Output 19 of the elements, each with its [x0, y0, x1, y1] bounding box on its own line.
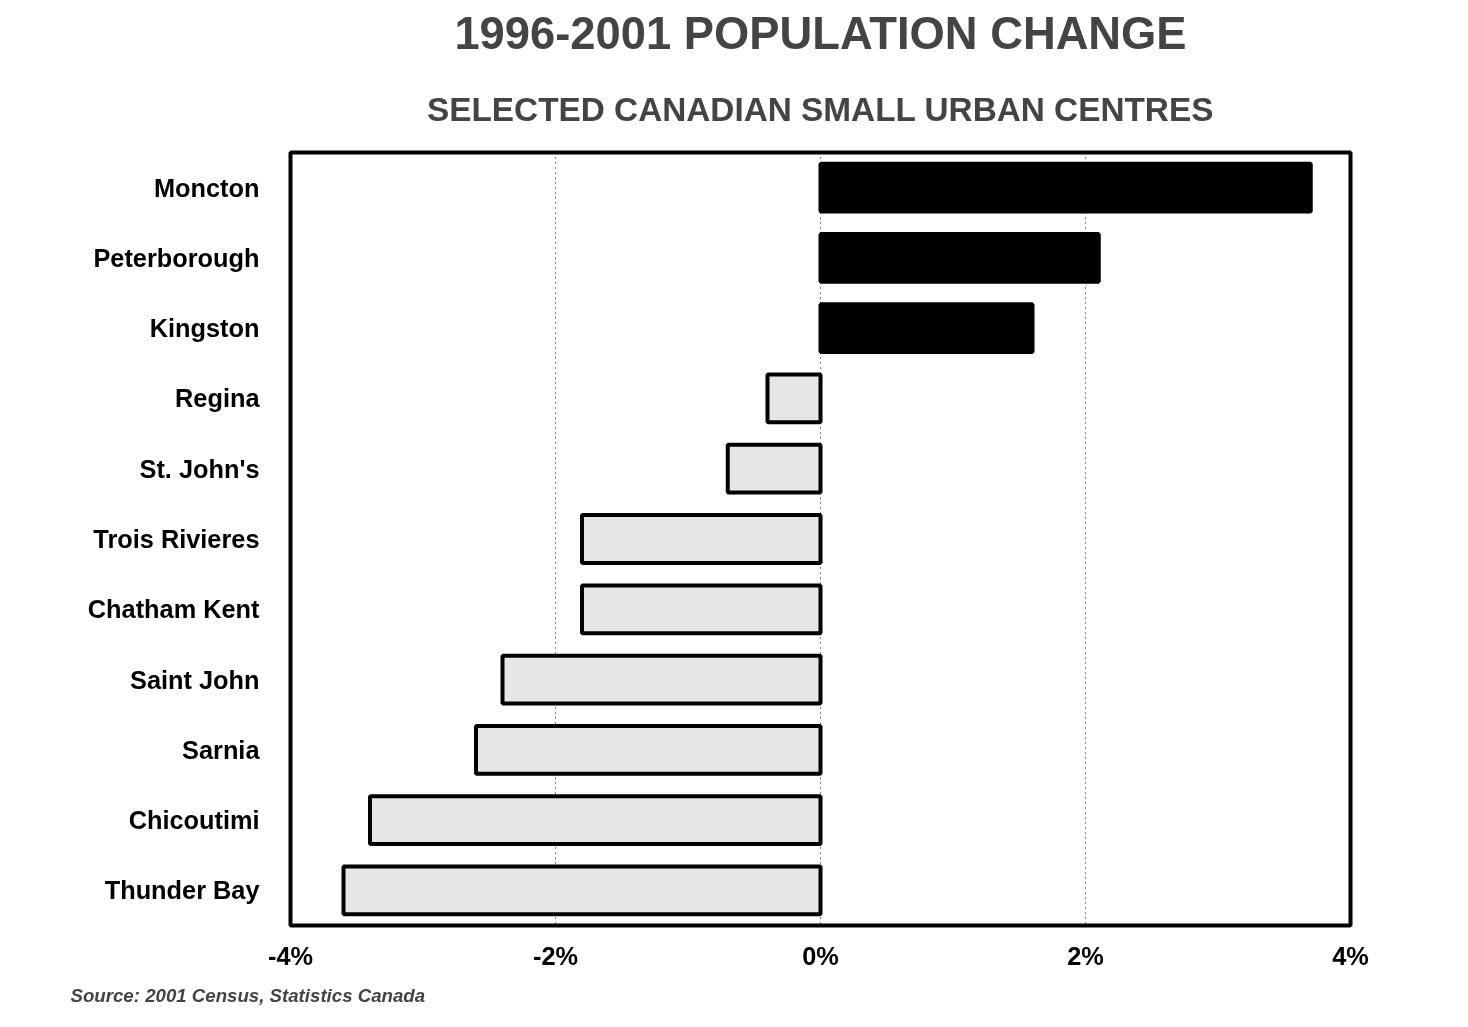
y-tick-label: St. John's — [139, 454, 260, 483]
y-tick-label: Regina — [175, 384, 261, 413]
y-tick-label: Peterborough — [93, 243, 260, 272]
source-note: Source: 2001 Census, Statistics Canada — [70, 984, 426, 1006]
y-tick-label: Saint John — [130, 665, 260, 694]
y-tick-label: Sarnia — [182, 735, 261, 764]
y-tick-label: Moncton — [153, 173, 260, 202]
x-tick-label: 0% — [802, 941, 839, 970]
y-tick-label: Kingston — [149, 314, 260, 343]
y-tick-label: Chatham Kent — [87, 595, 261, 624]
x-tick-label: -2% — [532, 941, 579, 970]
y-tick-label: Thunder Bay — [104, 876, 260, 905]
y-tick-label: Trois Rivieres — [93, 525, 260, 553]
chart-title: 1996-2001 POPULATION CHANGE — [454, 7, 1187, 59]
x-tick-label: -4% — [267, 941, 314, 970]
x-tick-label: 4% — [1332, 941, 1369, 970]
y-tick-label: Chicoutimi — [128, 806, 260, 835]
chart-subtitle: SELECTED CANADIAN SMALL URBAN CENTRES — [427, 90, 1214, 128]
x-tick-label: 2% — [1067, 941, 1104, 970]
